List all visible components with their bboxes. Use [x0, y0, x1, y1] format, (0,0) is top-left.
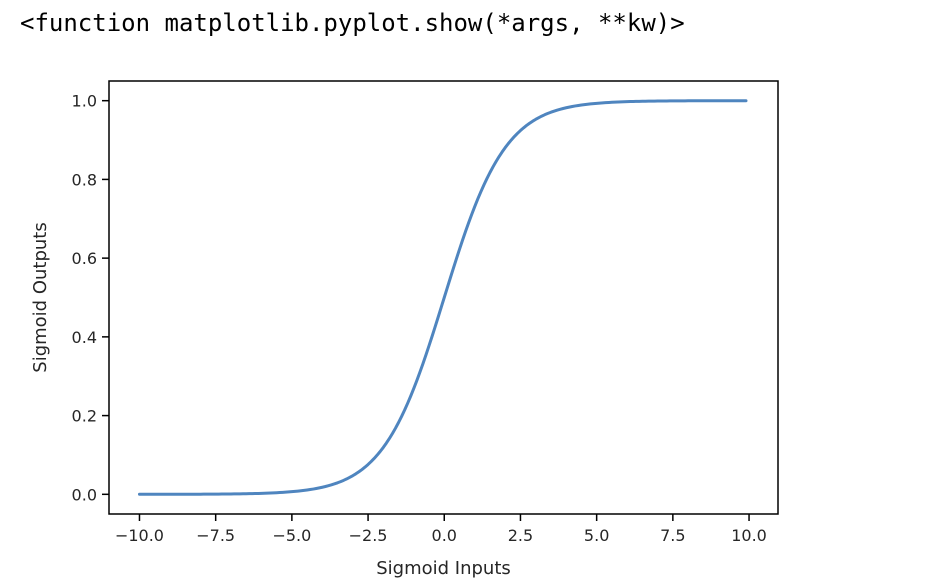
y-tick-label: 0.0 [72, 485, 97, 504]
x-tick-label: 7.5 [660, 526, 685, 545]
x-tick-label: 5.0 [584, 526, 609, 545]
plot-frame [108, 80, 779, 515]
x-axis-ticks: −10.0 −7.5 −5.0 −2.5 0.0 2.5 5.0 7.5 10.0 [115, 514, 767, 545]
x-tick-label: 10.0 [731, 526, 767, 545]
y-axis-label: Sigmoid Outputs [30, 222, 51, 372]
x-axis-label: Sigmoid Inputs [376, 558, 511, 579]
y-tick-label: 0.4 [72, 328, 97, 347]
x-tick-label: 0.0 [432, 526, 457, 545]
x-tick-label: 2.5 [508, 526, 533, 545]
plot-area [108, 80, 779, 515]
x-tick-label: −2.5 [349, 526, 388, 545]
y-axis-ticks: 0.0 0.2 0.4 0.6 0.8 1.0 [72, 92, 109, 504]
y-tick-label: 0.2 [72, 407, 97, 426]
y-tick-label: 0.8 [72, 170, 97, 189]
series-line-0 [137, 99, 748, 496]
x-tick-label: −10.0 [115, 526, 164, 545]
x-tick-label: −5.0 [272, 526, 311, 545]
x-tick-label: −7.5 [196, 526, 235, 545]
y-tick-label: 1.0 [72, 92, 97, 111]
y-tick-label: 0.6 [72, 249, 97, 268]
output-repr-text: <function matplotlib.pyplot.show(*args, … [20, 9, 685, 37]
